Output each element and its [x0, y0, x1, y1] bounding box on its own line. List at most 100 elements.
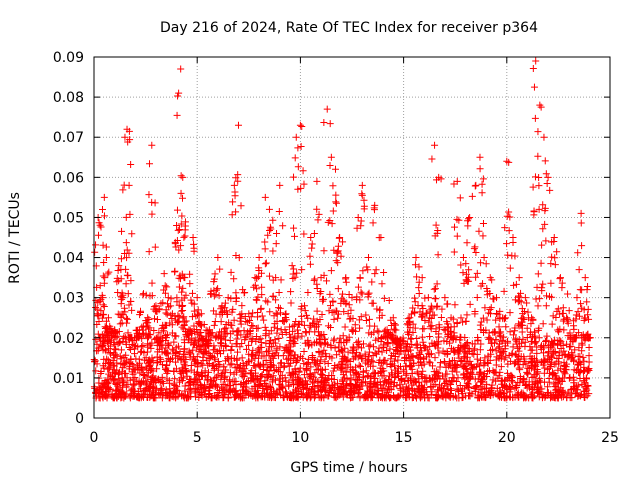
data-point — [543, 180, 551, 188]
y-axis-label: ROTI / TECUs — [7, 192, 23, 284]
data-point — [347, 382, 355, 390]
data-point — [329, 367, 337, 375]
data-point — [462, 365, 470, 373]
data-point — [282, 377, 290, 385]
data-point — [533, 386, 541, 394]
data-point — [407, 335, 415, 343]
data-point — [310, 315, 318, 323]
data-point — [500, 333, 508, 341]
data-point — [411, 377, 419, 385]
data-point — [110, 349, 118, 357]
data-point — [109, 368, 117, 376]
data-point — [100, 212, 108, 220]
data-point — [219, 385, 227, 393]
data-point — [221, 391, 229, 399]
data-point — [180, 313, 188, 321]
data-point — [535, 182, 543, 190]
data-point — [381, 386, 389, 394]
data-point — [320, 346, 328, 354]
data-point — [194, 385, 202, 393]
data-point — [182, 394, 190, 402]
data-point — [434, 251, 442, 259]
data-point — [313, 205, 321, 213]
data-point — [329, 182, 337, 190]
data-point — [541, 157, 549, 165]
data-point — [177, 307, 185, 315]
data-point — [190, 340, 198, 348]
data-point — [520, 315, 528, 323]
data-point — [210, 342, 218, 350]
data-point — [226, 369, 234, 377]
data-point — [408, 365, 416, 373]
data-point — [248, 321, 256, 329]
data-point — [313, 285, 321, 293]
data-point — [207, 376, 215, 384]
data-point — [370, 343, 378, 351]
data-point — [539, 201, 547, 209]
data-point — [300, 348, 308, 356]
data-point — [172, 243, 180, 251]
data-point — [131, 350, 139, 358]
data-point — [479, 219, 487, 227]
data-point — [198, 340, 206, 348]
data-point — [397, 377, 405, 385]
data-point — [442, 390, 450, 398]
data-point — [477, 318, 485, 326]
data-point — [453, 319, 461, 327]
y-tick-label: 0.08 — [53, 90, 84, 106]
data-point — [501, 224, 509, 232]
data-point — [485, 333, 493, 341]
data-point — [575, 344, 583, 352]
data-point — [289, 355, 297, 363]
data-point — [370, 380, 378, 388]
data-point — [543, 332, 551, 340]
data-point — [478, 189, 486, 197]
data-point — [472, 363, 480, 371]
data-point — [267, 225, 275, 233]
data-point — [575, 266, 583, 274]
data-point — [170, 388, 178, 396]
y-tick-label: 0.05 — [53, 210, 84, 226]
data-point — [142, 329, 150, 337]
data-point-peak — [521, 294, 529, 302]
data-point — [392, 336, 400, 344]
data-point — [229, 305, 237, 313]
data-point — [129, 337, 137, 345]
data-point — [253, 285, 261, 293]
data-point — [506, 328, 514, 336]
data-point — [381, 326, 389, 334]
data-point — [104, 376, 112, 384]
data-point — [199, 337, 207, 345]
data-point-peak — [104, 314, 112, 322]
data-point — [179, 350, 187, 358]
data-point-peak — [175, 89, 183, 97]
data-point-peak — [441, 294, 449, 302]
data-point — [190, 307, 198, 315]
data-point — [122, 213, 130, 221]
data-point — [415, 284, 423, 292]
data-point — [249, 322, 257, 330]
data-point — [349, 327, 357, 335]
data-point-peak — [472, 181, 480, 189]
data-point — [180, 360, 188, 368]
data-point — [272, 296, 280, 304]
data-point-peak — [288, 262, 296, 270]
data-point — [268, 378, 276, 386]
data-point — [186, 326, 194, 334]
data-point — [190, 300, 198, 308]
data-point — [526, 352, 534, 360]
data-point — [122, 265, 130, 273]
data-point — [567, 389, 575, 397]
data-point — [326, 162, 334, 170]
data-point — [489, 376, 497, 384]
data-point — [99, 241, 107, 249]
data-point — [294, 330, 302, 338]
data-point — [426, 308, 434, 316]
data-point — [258, 312, 266, 320]
data-point — [173, 294, 181, 302]
data-point — [273, 390, 281, 398]
data-point — [338, 365, 346, 373]
data-point — [569, 351, 577, 359]
data-point — [96, 221, 104, 229]
data-point — [175, 283, 183, 291]
